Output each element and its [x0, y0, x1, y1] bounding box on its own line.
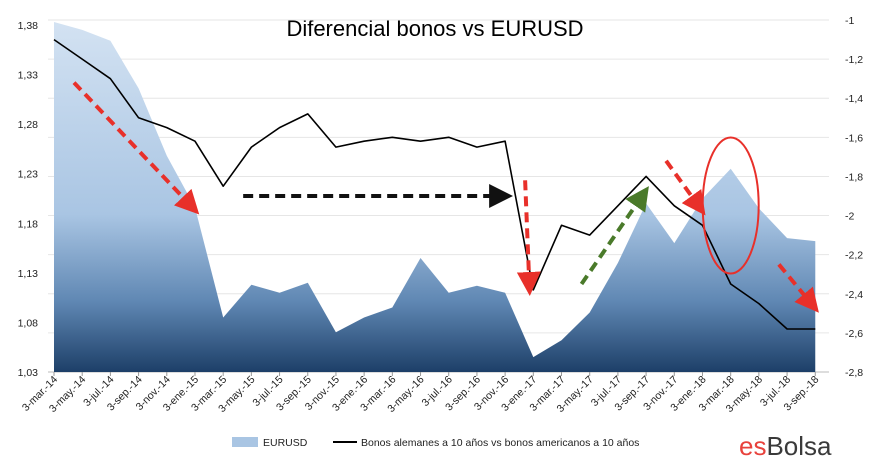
right-tick-label: -2,4	[845, 289, 863, 301]
x-axis-ticks: 3-mar.-143-may.-143-jul.-143-sep.-143-no…	[20, 372, 821, 415]
annotation-arrow	[579, 186, 649, 286]
left-tick-label: 1,03	[18, 367, 39, 379]
right-tick-label: -1,4	[845, 93, 863, 105]
legend: EURUSD Bonos alemanes a 10 años vs bonos…	[232, 437, 639, 449]
annotations	[72, 81, 819, 313]
bond-spread-line	[53, 38, 816, 330]
brand-part2: Bolsa	[766, 431, 832, 461]
brand-logo: esBolsa	[739, 431, 832, 461]
annotation-arrow	[664, 159, 706, 216]
annotation-arrow	[72, 81, 200, 215]
right-tick-label: -1,6	[845, 132, 863, 144]
legend-label-spread: Bonos alemanes a 10 años vs bonos americ…	[361, 437, 639, 449]
left-axis-ticks: 1,38 1,33 1,28 1,23 1,18 1,13 1,08 1,03	[18, 20, 39, 379]
left-tick-label: 1,33	[18, 70, 39, 82]
right-tick-label: -2,6	[845, 328, 863, 340]
annotation-arrow	[777, 263, 819, 313]
right-tick-label: -2,2	[845, 250, 863, 262]
legend-swatch-eurusd	[232, 437, 258, 447]
annotation-arrow	[516, 180, 541, 296]
right-tick-label: -2	[845, 211, 854, 223]
left-tick-label: 1,38	[18, 20, 39, 32]
left-tick-label: 1,08	[18, 317, 39, 329]
left-tick-label: 1,18	[18, 218, 39, 230]
annotation-ellipse	[701, 136, 760, 275]
brand-part1: es	[739, 431, 766, 461]
legend-label-eurusd: EURUSD	[263, 437, 308, 449]
left-tick-label: 1,28	[18, 119, 39, 131]
right-tick-label: -1,8	[845, 171, 863, 183]
left-tick-label: 1,23	[18, 169, 39, 181]
right-tick-label: -1,2	[845, 54, 863, 66]
right-tick-label: -2,8	[845, 367, 863, 379]
left-tick-label: 1,13	[18, 268, 39, 280]
svg-text:esBolsa: esBolsa	[739, 431, 832, 461]
right-tick-label: -1	[845, 15, 854, 27]
right-axis-ticks: -1 -1,2 -1,4 -1,6 -1,8 -2 -2,2 -2,4 -2,6 -2,8	[845, 15, 863, 379]
eurusd-area	[54, 22, 816, 372]
